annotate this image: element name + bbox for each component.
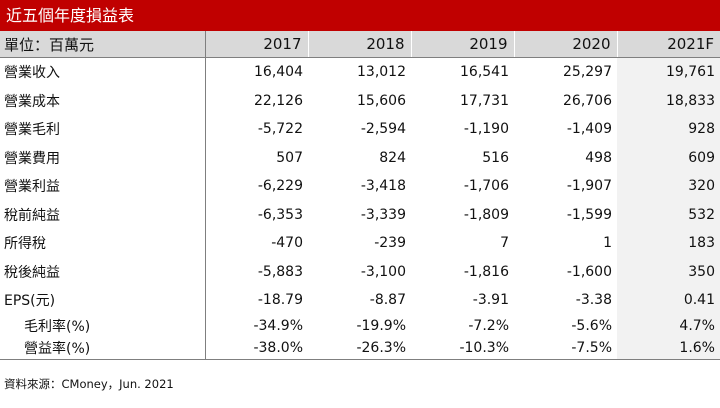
table-cell: -5.6% xyxy=(571,317,612,334)
table-cell: 19,761 xyxy=(617,57,720,87)
table-cell: -38.0% xyxy=(205,336,308,360)
table-cell: 18,833 xyxy=(617,86,720,115)
table-cell: 498 xyxy=(585,149,612,166)
table-cell: -3,100 xyxy=(360,263,406,280)
table-row: 營業利益 -6,229 -3,418 -1,706 -1,907 320 xyxy=(0,172,720,201)
table-cell: 507 xyxy=(276,149,303,166)
table-cell: 26,706 xyxy=(563,92,612,109)
row-label: 營業收入 xyxy=(0,57,206,87)
row-label: 稅前純益 xyxy=(0,200,206,229)
table-cell: -26.3% xyxy=(308,336,411,360)
table-cell: -10.3% xyxy=(411,336,514,360)
table-cell: -1,599 xyxy=(566,206,612,223)
table-cell: 15,606 xyxy=(357,92,406,109)
year-header: 2017 xyxy=(205,31,309,58)
table-cell: 16,541 xyxy=(460,64,509,81)
table-cell: 1.6% xyxy=(617,336,720,360)
table-row: 營業收入 16,404 13,012 16,541 25,297 19,761 xyxy=(0,57,720,87)
table-row: 營業毛利 -5,722 -2,594 -1,190 -1,409 928 xyxy=(0,115,720,144)
table-cell: 25,297 xyxy=(563,64,612,81)
table-cell: -1,816 xyxy=(463,263,509,280)
row-label: 稅後純益 xyxy=(0,257,206,286)
table-cell: 532 xyxy=(617,200,720,229)
income-statement-table: 單位：百萬元 2017 2018 2019 2020 2021F 營業收入 16… xyxy=(0,31,720,369)
table-cell: 1 xyxy=(603,235,612,252)
table-cell: 7 xyxy=(500,235,509,252)
table-cell: 183 xyxy=(617,229,720,258)
table-row: 營業費用 507 824 516 498 609 xyxy=(0,143,720,172)
table-row: 毛利率(%) -34.9% -19.9% -7.2% -5.6% 4.7% xyxy=(0,314,720,337)
table-row: EPS(元) -18.79 -8.87 -3.91 -3.38 0.41 xyxy=(0,286,720,315)
source-note: 資料來源：CMoney，Jun. 2021 xyxy=(4,377,174,391)
table-cell: -239 xyxy=(374,235,406,252)
table-cell: 4.7% xyxy=(617,314,720,337)
table-cell: -5,722 xyxy=(257,121,303,138)
table-cell: -1,190 xyxy=(463,121,509,138)
table-cell: -6,353 xyxy=(257,206,303,223)
table-cell: -18.79 xyxy=(257,292,303,309)
table-cell: -8.87 xyxy=(369,292,406,309)
table-cell: -1,706 xyxy=(463,178,509,195)
table-row: 營益率(%) -38.0% -26.3% -10.3% -7.5% 1.6% xyxy=(0,336,720,360)
table-cell: -3,418 xyxy=(360,178,406,195)
table-cell: 350 xyxy=(617,257,720,286)
table-cell: -6,229 xyxy=(257,178,303,195)
table-cell: 13,012 xyxy=(357,64,406,81)
row-label: 營業毛利 xyxy=(0,115,206,144)
table-row: 稅後純益 -5,883 -3,100 -1,816 -1,600 350 xyxy=(0,257,720,286)
table-cell: -7.2% xyxy=(468,317,509,334)
table-cell: 22,126 xyxy=(254,92,303,109)
table-cell: -7.5% xyxy=(514,336,617,360)
table-cell: 0.41 xyxy=(617,286,720,315)
table-cell: -3,339 xyxy=(360,206,406,223)
row-label: EPS(元) xyxy=(0,286,206,315)
row-label: 營業成本 xyxy=(0,86,206,115)
table-cell: -2,594 xyxy=(360,121,406,138)
table-cell: -1,907 xyxy=(566,178,612,195)
year-header: 2020 xyxy=(514,31,618,58)
table-cell: 609 xyxy=(617,143,720,172)
table-cell: -34.9% xyxy=(253,317,303,334)
table-row: 所得稅 -470 -239 7 1 183 xyxy=(0,229,720,258)
row-label: 營業利益 xyxy=(0,172,206,201)
table-cell: -19.9% xyxy=(356,317,406,334)
table-row: 營業成本 22,126 15,606 17,731 26,706 18,833 xyxy=(0,86,720,115)
row-label: 毛利率(%) xyxy=(0,314,206,337)
table-cell: -5,883 xyxy=(257,263,303,280)
table-cell: -1,600 xyxy=(566,263,612,280)
header-row: 單位：百萬元 2017 2018 2019 2020 2021F xyxy=(0,31,720,58)
row-label: 所得稅 xyxy=(0,229,206,258)
table-cell: 320 xyxy=(617,172,720,201)
row-label: 營益率(%) xyxy=(0,336,206,360)
year-header: 2018 xyxy=(308,31,412,58)
row-label: 營業費用 xyxy=(0,143,206,172)
table-cell: -1,809 xyxy=(463,206,509,223)
year-header: 2019 xyxy=(411,31,515,58)
table-cell: 516 xyxy=(482,149,509,166)
table-cell: 17,731 xyxy=(460,92,509,109)
table-cell: -3.38 xyxy=(575,292,612,309)
table-cell: -470 xyxy=(271,235,303,252)
unit-label: 單位：百萬元 xyxy=(0,31,206,58)
table-row: 稅前純益 -6,353 -3,339 -1,809 -1,599 532 xyxy=(0,200,720,229)
table-cell: 928 xyxy=(617,115,720,144)
table-cell: 824 xyxy=(379,149,406,166)
table-cell: -1,409 xyxy=(566,121,612,138)
table-cell: 16,404 xyxy=(254,64,303,81)
table-title: 近五個年度損益表 xyxy=(0,0,720,31)
table-cell: -3.91 xyxy=(472,292,509,309)
year-header: 2021F xyxy=(617,31,720,58)
